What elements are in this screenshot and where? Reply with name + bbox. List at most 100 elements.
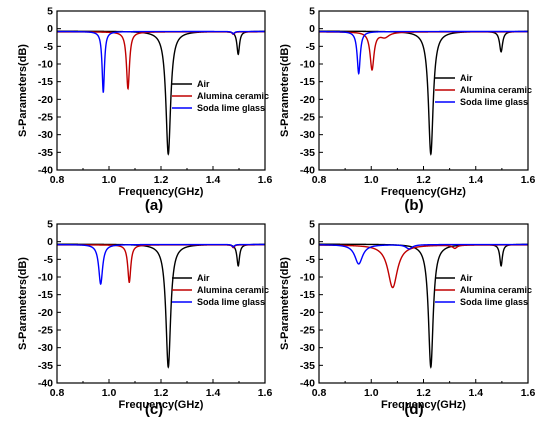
x-tick-label: 0.8 <box>312 387 327 399</box>
y-tick-label: -5 <box>306 254 315 266</box>
x-tick-label: 1.2 <box>154 174 169 186</box>
x-tick-label: 1.4 <box>206 174 221 186</box>
y-tick-label: 0 <box>309 23 315 35</box>
y-tick-label: -20 <box>300 94 315 106</box>
y-tick-label: -30 <box>300 342 315 354</box>
legend-label: Alumina ceramic <box>460 85 532 95</box>
y-tick-label: -5 <box>44 254 53 266</box>
y-tick-label: -25 <box>38 112 53 124</box>
x-tick-label: 1.0 <box>364 387 379 399</box>
y-tick-label: 5 <box>47 6 53 18</box>
y-tick-label: -10 <box>300 272 315 284</box>
y-tick-label: 5 <box>309 6 315 18</box>
y-tick-label: -35 <box>38 147 53 159</box>
legend-label: Alumina ceramic <box>197 285 269 295</box>
y-tick-label: -40 <box>38 378 53 390</box>
series-group <box>57 30 265 156</box>
y-tick-label: -30 <box>38 129 53 141</box>
y-tick-label: -25 <box>38 325 53 337</box>
y-tick-label: -25 <box>300 325 315 337</box>
x-axis-title: Frequency(GHz) <box>381 399 466 411</box>
x-axis-title: Frequency(GHz) <box>119 186 204 198</box>
x-tick-label: 0.8 <box>50 387 65 399</box>
y-tick-label: -20 <box>300 307 315 319</box>
x-axis-title: Frequency(GHz) <box>381 186 466 198</box>
y-tick-label: -25 <box>300 112 315 124</box>
y-tick-label: -30 <box>300 129 315 141</box>
series-line-soda-lime-glass <box>57 30 265 93</box>
series-line-soda-lime-glass <box>57 243 265 286</box>
series-line-alumina-ceramic <box>319 31 528 71</box>
panel-label: (a) <box>145 197 163 214</box>
legend-label: Air <box>197 79 210 89</box>
y-axis-title: S-Parameters(dB) <box>17 257 29 350</box>
chart-panel-3: 0.8 1.0 1.2 1.4 1.6 5 0 -5 -10 -15 -20 -25 -30 -35 -40… <box>17 219 272 419</box>
x-tick-label: 1.0 <box>364 174 379 186</box>
x-axis-title: Frequency(GHz) <box>119 399 204 411</box>
y-tick-label: -15 <box>300 289 315 301</box>
series-line-alumina-ceramic <box>319 244 528 289</box>
y-tick-label: -10 <box>38 59 53 71</box>
y-tick-label: -20 <box>38 94 53 106</box>
legend: Air Alumina ceramic Soda lime glass <box>435 73 532 107</box>
legend-label: Soda lime glass <box>460 97 528 107</box>
panel-label: (d) <box>404 401 423 418</box>
series-group <box>319 243 528 369</box>
y-tick-label: -15 <box>38 289 53 301</box>
chart-panel-1: 0.8 1.0 1.2 1.4 1.6 5 0 -5 -10 -15 -20 -25 -30 -35 -40… <box>17 6 272 215</box>
y-tick-label: -20 <box>38 307 53 319</box>
y-axis-title: S-Parameters(dB) <box>279 44 291 137</box>
legend-label: Air <box>460 73 473 83</box>
y-tick-label: -10 <box>300 59 315 71</box>
y-tick-label: -35 <box>300 360 315 372</box>
x-tick-label: 0.8 <box>50 174 65 186</box>
x-tick-label: 1.4 <box>206 387 221 399</box>
panel-label: (c) <box>145 401 163 418</box>
panel-label: (b) <box>404 197 423 214</box>
series-line-soda-lime-glass <box>319 30 528 76</box>
legend-label: Soda lime glass <box>460 297 528 307</box>
y-tick-label: -40 <box>300 378 315 390</box>
x-tick-label: 1.2 <box>416 174 431 186</box>
legend-label: Alumina ceramic <box>197 91 269 101</box>
y-axis-title: S-Parameters(dB) <box>279 257 291 350</box>
y-tick-label: -40 <box>300 165 315 177</box>
x-tick-label: 1.6 <box>521 387 536 399</box>
y-tick-label: 5 <box>47 219 53 231</box>
y-tick-label: -15 <box>300 76 315 88</box>
legend-label: Alumina ceramic <box>460 285 532 295</box>
x-tick-label: 1.0 <box>102 174 117 186</box>
series-group <box>57 243 265 369</box>
y-tick-label: -40 <box>38 165 53 177</box>
legend-label: Soda lime glass <box>197 103 265 113</box>
series-line-soda-lime-glass <box>319 243 528 265</box>
x-tick-label: 1.0 <box>102 387 117 399</box>
x-tick-label: 1.6 <box>521 174 536 186</box>
y-tick-label: -5 <box>44 41 53 53</box>
y-tick-label: 0 <box>47 236 53 248</box>
chart-panel-4: 0.8 1.0 1.2 1.4 1.6 5 0 -5 -10 -15 -20 -25 -30 -35 -40… <box>279 219 535 419</box>
x-tick-label: 1.6 <box>258 387 273 399</box>
y-axis-title: S-Parameters(dB) <box>17 44 29 137</box>
y-tick-label: -35 <box>300 147 315 159</box>
legend: Air Alumina ceramic Soda lime glass <box>435 273 532 307</box>
series-line-alumina-ceramic <box>57 31 265 91</box>
y-tick-label: -30 <box>38 342 53 354</box>
y-tick-label: -10 <box>38 272 53 284</box>
legend-label: Air <box>197 273 210 283</box>
legend: Air Alumina ceramic Soda lime glass <box>172 273 269 307</box>
y-tick-label: -15 <box>38 76 53 88</box>
y-tick-label: 0 <box>309 236 315 248</box>
x-tick-label: 1.2 <box>416 387 431 399</box>
legend-label: Air <box>460 273 473 283</box>
x-tick-label: 1.6 <box>258 174 273 186</box>
legend-label: Soda lime glass <box>197 297 265 307</box>
x-tick-label: 0.8 <box>312 174 327 186</box>
x-tick-label: 1.2 <box>154 387 169 399</box>
y-tick-label: -5 <box>306 41 315 53</box>
series-group <box>319 30 528 156</box>
x-tick-label: 1.4 <box>468 174 483 186</box>
y-tick-label: 0 <box>47 23 53 35</box>
legend: Air Alumina ceramic Soda lime glass <box>172 79 269 113</box>
